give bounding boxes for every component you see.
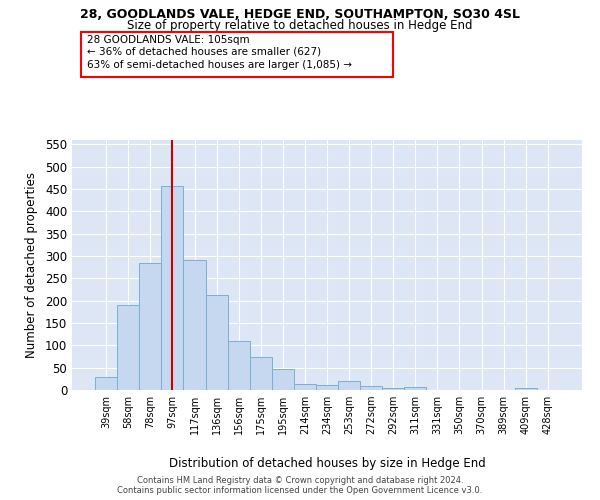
Bar (515, 388, 537, 390)
Text: ← 36% of detached houses are smaller (627): ← 36% of detached houses are smaller (62… (87, 46, 321, 56)
Bar (272, 370, 294, 390)
Text: 63% of semi-detached houses are larger (1,085) →: 63% of semi-detached houses are larger (… (87, 60, 352, 70)
Bar (161, 186, 184, 390)
Bar (250, 357, 272, 390)
Text: Size of property relative to detached houses in Hedge End: Size of property relative to detached ho… (127, 18, 473, 32)
Text: 28 GOODLANDS VALE: 105sqm: 28 GOODLANDS VALE: 105sqm (87, 35, 250, 45)
Bar (184, 260, 206, 390)
Text: Contains public sector information licensed under the Open Government Licence v3: Contains public sector information licen… (118, 486, 482, 495)
Text: Distribution of detached houses by size in Hedge End: Distribution of detached houses by size … (169, 458, 485, 470)
Y-axis label: Number of detached properties: Number of detached properties (25, 172, 38, 358)
Text: 28, GOODLANDS VALE, HEDGE END, SOUTHAMPTON, SO30 4SL: 28, GOODLANDS VALE, HEDGE END, SOUTHAMPT… (80, 8, 520, 20)
Bar (95, 376, 117, 390)
Bar (117, 304, 139, 390)
Text: Contains HM Land Registry data © Crown copyright and database right 2024.: Contains HM Land Registry data © Crown c… (137, 476, 463, 485)
Bar (206, 295, 227, 390)
Bar (227, 342, 250, 390)
Bar (316, 384, 338, 390)
Bar (404, 388, 427, 390)
Bar (294, 384, 316, 390)
Bar (338, 380, 360, 390)
Bar (139, 263, 161, 390)
Bar (360, 386, 382, 390)
Bar (382, 388, 404, 390)
